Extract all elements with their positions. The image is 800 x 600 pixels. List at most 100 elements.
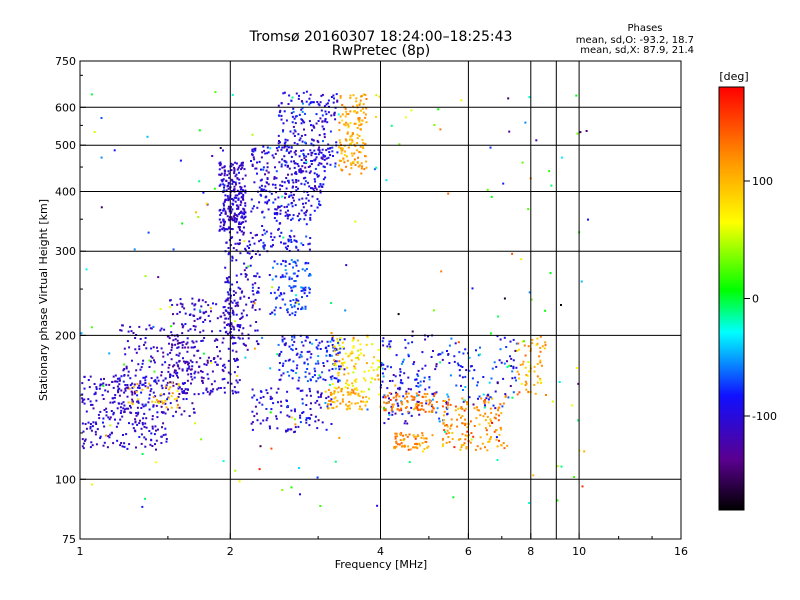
data-point — [390, 124, 393, 127]
data-point — [334, 162, 337, 165]
data-point — [316, 139, 319, 142]
chart-subtitle: RwPretec (8p) — [332, 43, 430, 59]
data-point — [528, 291, 531, 294]
data-point — [279, 292, 282, 295]
data-point — [162, 434, 165, 437]
data-point — [273, 291, 276, 294]
data-point — [248, 240, 251, 243]
data-point — [418, 390, 421, 393]
data-point — [169, 402, 172, 405]
data-point — [231, 309, 234, 312]
data-point — [222, 220, 225, 223]
data-point — [391, 379, 394, 382]
data-point — [326, 121, 329, 124]
data-point — [309, 216, 312, 219]
data-point — [151, 415, 154, 418]
data-point — [333, 350, 336, 353]
data-point — [295, 179, 298, 181]
data-point — [302, 102, 304, 105]
data-point — [490, 377, 493, 380]
data-point — [304, 305, 307, 308]
data-point — [249, 231, 252, 234]
data-point — [103, 409, 106, 411]
data-point — [261, 189, 264, 192]
data-point — [293, 431, 296, 434]
data-point — [105, 411, 108, 413]
data-point — [102, 444, 105, 447]
data-point — [320, 393, 322, 396]
data-point — [185, 343, 188, 346]
data-point — [140, 407, 143, 409]
data-point — [276, 149, 279, 152]
data-point — [373, 168, 376, 171]
x-tick-label: 1 — [77, 545, 84, 558]
data-point — [243, 295, 246, 298]
data-point — [175, 353, 178, 356]
data-point — [290, 218, 293, 221]
data-point — [292, 360, 295, 363]
data-point — [212, 388, 215, 391]
data-point — [168, 381, 171, 384]
data-point — [108, 436, 111, 439]
data-point — [496, 445, 499, 448]
data-point — [222, 460, 225, 463]
data-point — [261, 210, 264, 213]
data-point — [295, 372, 297, 374]
data-point — [274, 186, 277, 189]
data-point — [304, 375, 307, 378]
data-point — [471, 377, 474, 380]
data-point — [186, 341, 189, 344]
data-point — [489, 146, 492, 149]
data-point — [193, 372, 196, 375]
data-point — [358, 117, 361, 119]
data-point — [362, 103, 365, 106]
data-point — [233, 166, 236, 169]
data-point — [263, 188, 266, 191]
data-point — [175, 361, 178, 364]
data-point — [254, 149, 257, 152]
data-point — [244, 202, 247, 205]
data-point — [231, 349, 234, 352]
data-point — [179, 159, 182, 162]
data-point — [183, 392, 186, 394]
data-point — [155, 439, 158, 442]
data-point — [291, 335, 294, 337]
data-point — [240, 216, 243, 219]
data-point — [500, 428, 503, 431]
data-point — [231, 163, 234, 166]
data-point — [338, 344, 341, 347]
data-point — [262, 395, 265, 398]
data-point — [299, 137, 302, 140]
data-point — [310, 154, 313, 157]
data-point — [370, 366, 373, 369]
data-point — [319, 101, 322, 104]
data-point — [219, 147, 222, 149]
data-point — [325, 103, 328, 106]
data-point — [350, 359, 353, 362]
data-point — [103, 377, 105, 380]
data-point — [297, 270, 300, 272]
data-point — [300, 286, 303, 289]
data-point — [390, 392, 393, 395]
data-point — [222, 337, 225, 340]
data-point — [230, 228, 233, 230]
data-point — [290, 112, 293, 115]
data-point — [189, 313, 192, 316]
data-point — [224, 228, 227, 231]
data-point — [251, 410, 254, 413]
data-point — [82, 447, 85, 450]
data-point — [251, 289, 254, 292]
data-point — [265, 195, 268, 198]
data-point — [485, 397, 488, 400]
data-point — [332, 94, 335, 97]
data-point — [344, 124, 347, 127]
data-point — [256, 419, 259, 422]
data-point — [353, 110, 355, 113]
data-point — [116, 377, 119, 380]
data-point — [161, 387, 164, 390]
data-point — [83, 387, 86, 390]
data-point — [445, 424, 448, 426]
data-point — [450, 418, 453, 421]
data-point — [126, 340, 129, 343]
data-point — [450, 337, 453, 340]
